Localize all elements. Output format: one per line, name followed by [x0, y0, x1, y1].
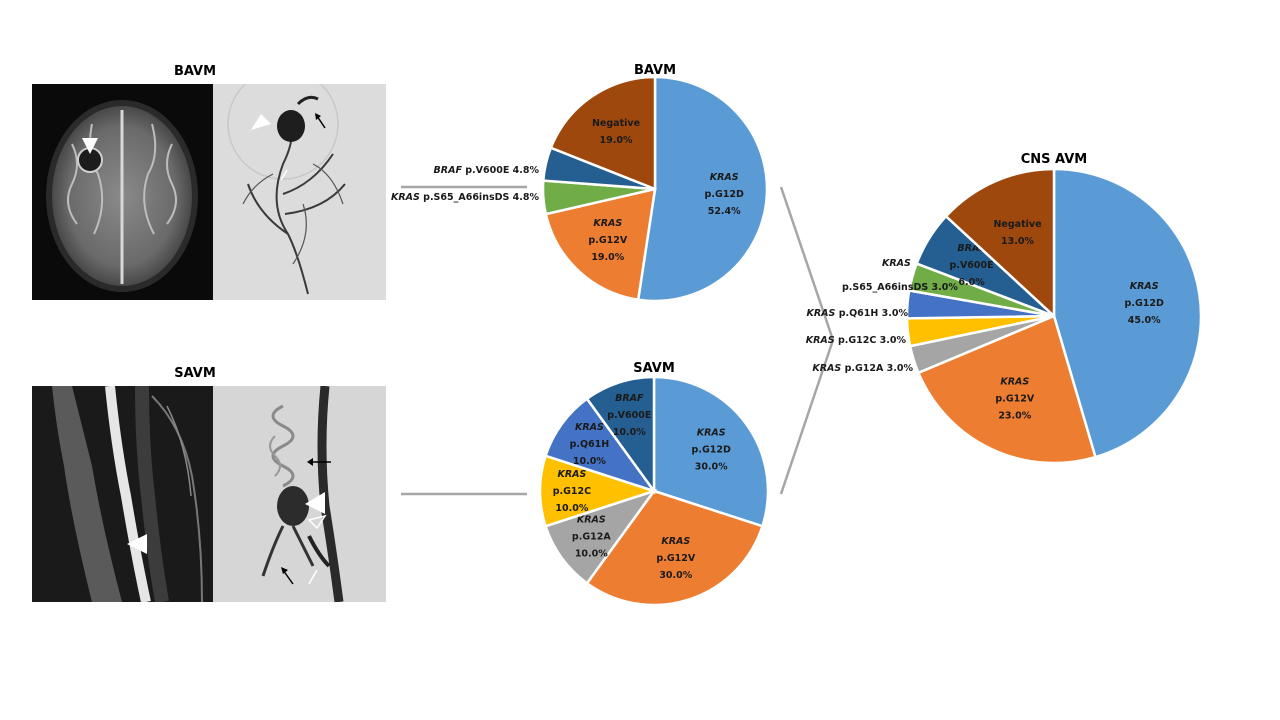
- slice-label: p.G12V: [995, 393, 1034, 404]
- pie-slice-kras-p-q61h: [544, 397, 658, 494]
- slice-label: p.G12A: [572, 532, 611, 543]
- slice-label: 23.0%: [998, 410, 1031, 421]
- arrowhead-icon: [251, 114, 271, 130]
- slice-label: BRAF p.V600E 4.8%: [434, 165, 540, 176]
- slice-label: 6.0%: [958, 277, 985, 288]
- bavm-angiogram-image: [213, 84, 386, 300]
- slice-label: BRAF: [615, 393, 644, 404]
- slice-label: KRAS: [882, 258, 911, 269]
- slice-label: KRAS: [697, 428, 726, 439]
- slice-label: 10.0%: [575, 549, 608, 560]
- slice-label: p.G12D: [692, 445, 731, 456]
- slice-label: KRAS p.G12A 3.0%: [812, 363, 913, 374]
- pie-slice-kras-p-g12d: [1052, 167, 1203, 459]
- arrowhead-outline-icon: [307, 514, 327, 530]
- pie-slice-kras-p-g12v: [916, 314, 1097, 465]
- slice-label: p.G12D: [1125, 298, 1164, 309]
- pie-slice-kras-p-g12v: [585, 489, 764, 607]
- slice-label: KRAS: [557, 469, 586, 480]
- arrowhead-icon: [127, 534, 147, 554]
- arrowhead-icon: [305, 492, 325, 514]
- pie-title: CNS AVM: [1021, 152, 1088, 167]
- pie-title: SAVM: [633, 361, 675, 376]
- bavm-mri-image: [32, 84, 213, 300]
- pie-slice-kras-p-g12v: [544, 187, 657, 302]
- cns-avm-pie-chart: CNS AVM KRAS p.G12D 45.0% KRAS p.G12V 23.0% KRA…: [806, 152, 1203, 465]
- pie-slice-kras-p-g12d: [652, 375, 770, 528]
- bavm-pie-chart: BAVM KRAS p.G12D 52.4% KRAS p.G12V 19.0% KRAS p…: [391, 63, 769, 303]
- slice-label: 52.4%: [708, 206, 741, 217]
- savm-pie-chart: SAVMKRASp.G12D30.0%KRASp.G12V30.0%KRASp.…: [538, 361, 770, 607]
- pie-slice-kras-p-g12c: [538, 454, 659, 528]
- slice-label: 10.0%: [613, 427, 646, 438]
- savm-image-title: SAVM: [174, 366, 216, 381]
- slice-label: 19.0%: [591, 252, 624, 263]
- savm-angiogram-image: [213, 386, 386, 602]
- slice-label: KRAS: [1000, 376, 1029, 387]
- pie-title: BAVM: [634, 63, 676, 78]
- slice-label: 19.0%: [600, 135, 633, 146]
- slice-label: p.G12V: [656, 553, 695, 564]
- slice-label: KRAS: [577, 515, 606, 526]
- pie-slice-braf-p-v600e: [585, 375, 656, 495]
- slice-label: 10.0%: [573, 456, 606, 467]
- slice-label: KRAS p.Q61H 3.0%: [807, 308, 909, 319]
- pie-slice-kras-p-g12d: [636, 75, 769, 303]
- slice-label: 45.0%: [1128, 315, 1161, 326]
- slice-label: KRAS: [1130, 281, 1159, 292]
- arrowhead-icon: [82, 138, 98, 154]
- slice-label: KRAS: [575, 422, 604, 433]
- slice-label: KRAS p.S65_A66insDS 4.8%: [391, 192, 540, 203]
- pie-slice-negative: [549, 75, 657, 191]
- slice-label: p.V600E: [950, 260, 994, 271]
- slice-label: BRAF: [957, 243, 986, 254]
- slice-label: p.S65_A66insDS 3.0%: [842, 282, 958, 293]
- slice-label: 13.0%: [1001, 236, 1034, 247]
- slice-label: p.G12V: [588, 235, 627, 246]
- slice-label: KRAS: [593, 218, 622, 229]
- slice-label: Negative: [993, 219, 1041, 230]
- slice-label: p.G12C: [553, 486, 591, 497]
- slice-label: Negative: [592, 118, 640, 129]
- slice-label: KRAS p.G12C 3.0%: [806, 335, 907, 346]
- pie-slice-kras-p-g12a: [544, 488, 658, 585]
- slice-label: 30.0%: [659, 570, 692, 581]
- slice-label: p.G12D: [705, 189, 744, 200]
- savm-mri-image: [32, 386, 213, 602]
- slice-label: p.V600E: [607, 410, 651, 421]
- slice-label: KRAS: [710, 172, 739, 183]
- bavm-image-title: BAVM: [173, 64, 217, 79]
- slice-label: 10.0%: [555, 503, 588, 514]
- slice-label: KRAS: [661, 536, 690, 547]
- slice-label: p.Q61H: [570, 439, 610, 450]
- pie-slice-negative: [944, 167, 1056, 319]
- slice-label: 30.0%: [695, 462, 728, 473]
